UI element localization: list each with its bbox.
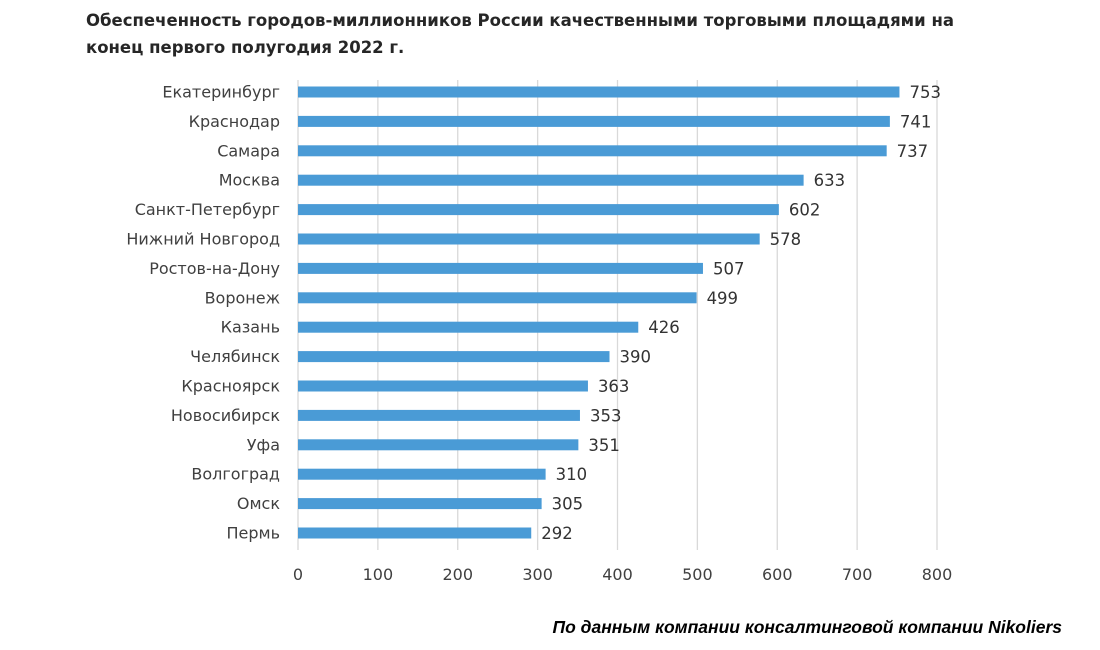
bars bbox=[298, 86, 900, 539]
category-label: Самара bbox=[217, 141, 280, 160]
category-label: Челябинск bbox=[190, 347, 280, 366]
bar bbox=[298, 262, 703, 274]
bar bbox=[298, 233, 760, 245]
x-tick-label: 300 bbox=[522, 565, 553, 584]
category-label: Краснодар bbox=[189, 112, 280, 131]
category-label: Омск bbox=[237, 494, 280, 513]
bar bbox=[298, 498, 542, 510]
bar bbox=[298, 174, 804, 186]
data-label: 305 bbox=[552, 495, 584, 514]
x-tick-label: 0 bbox=[293, 565, 303, 584]
category-label: Уфа bbox=[247, 435, 280, 454]
category-label: Красноярск bbox=[181, 377, 280, 396]
bar bbox=[298, 145, 887, 157]
data-label: 741 bbox=[900, 112, 932, 131]
category-label: Екатеринбург bbox=[162, 83, 280, 102]
category-label: Ростов-на-Дону bbox=[149, 259, 280, 278]
bar bbox=[298, 351, 610, 363]
data-label: 426 bbox=[648, 318, 680, 337]
bar bbox=[298, 86, 900, 98]
x-tick-label: 100 bbox=[363, 565, 394, 584]
x-tick-label: 800 bbox=[922, 565, 953, 584]
data-label: 363 bbox=[598, 377, 630, 396]
category-labels: Екатеринбург Краснодар Самара Москва Санкт-П… bbox=[126, 83, 280, 543]
bar bbox=[298, 204, 779, 216]
data-label: 292 bbox=[541, 524, 573, 543]
data-label: 737 bbox=[897, 142, 929, 161]
category-label: Волгоград bbox=[191, 465, 280, 484]
x-tick-label: 600 bbox=[762, 565, 793, 584]
category-label: Санкт-Петербург bbox=[135, 200, 280, 219]
data-label: 351 bbox=[588, 436, 620, 455]
x-tick-label: 500 bbox=[682, 565, 713, 584]
data-label: 310 bbox=[556, 465, 588, 484]
category-label: Новосибирск bbox=[171, 406, 280, 425]
source-note: По данным компании консалтинговой компан… bbox=[552, 617, 1062, 637]
data-label: 578 bbox=[770, 230, 802, 249]
data-label: 390 bbox=[620, 348, 652, 367]
bar bbox=[298, 527, 532, 539]
category-label: Воронеж bbox=[205, 288, 280, 307]
category-label: Пермь bbox=[226, 524, 280, 543]
x-tick-label: 700 bbox=[842, 565, 873, 584]
bar bbox=[298, 115, 890, 127]
bar bbox=[298, 409, 580, 421]
data-label: 353 bbox=[590, 406, 622, 425]
category-label: Москва bbox=[219, 171, 280, 190]
bar bbox=[298, 439, 579, 451]
chart-title: Обеспеченность городов-миллионников Росс… bbox=[86, 11, 954, 57]
category-label: Казань bbox=[221, 318, 280, 337]
data-label: 499 bbox=[707, 289, 739, 308]
bar bbox=[298, 380, 588, 392]
x-tick-label: 200 bbox=[442, 565, 473, 584]
x-axis-ticks: 0 100 200 300 400 500 600 700 800 bbox=[293, 565, 952, 584]
bar bbox=[298, 321, 639, 333]
bar bbox=[298, 292, 697, 304]
data-label: 602 bbox=[789, 201, 821, 220]
data-labels: 7537417376336025785074994263903633533513… bbox=[541, 83, 941, 543]
data-label: 633 bbox=[814, 171, 846, 190]
x-tick-label: 400 bbox=[602, 565, 633, 584]
data-label: 753 bbox=[909, 83, 941, 102]
bar bbox=[298, 468, 546, 480]
category-label: Нижний Новгород bbox=[126, 230, 280, 249]
data-label: 507 bbox=[713, 259, 745, 278]
bar-chart: Екатеринбург Краснодар Самара Москва Санкт-П… bbox=[126, 80, 952, 584]
